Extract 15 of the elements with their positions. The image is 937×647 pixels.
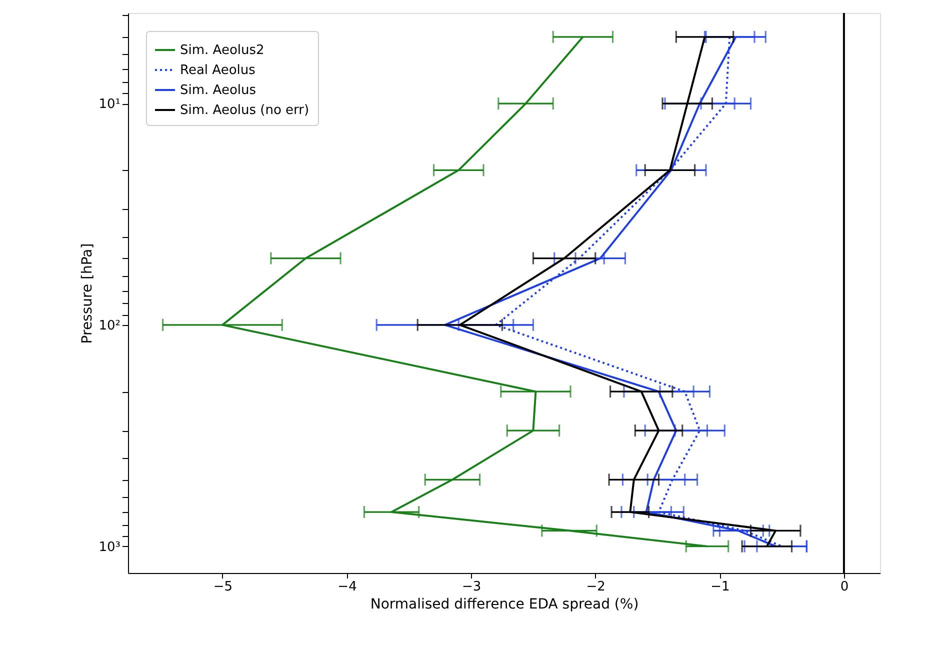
x-tick-label: −4 [338,580,357,594]
x-axis-title: Normalised difference EDA spread (%) [370,596,639,612]
x-tick-label: −3 [462,580,482,594]
legend-label: Sim. Aeolus [180,83,256,98]
legend-label: Real Aeolus [180,63,256,78]
legend-label: Sim. Aeolus2 [180,43,264,58]
y-tick-label: 10³ [98,540,120,555]
legend-label: Sim. Aeolus (no err) [180,103,310,118]
y-tick-label: 10¹ [98,97,120,112]
x-tick-label: −2 [586,580,606,594]
y-axis-title: Pressure [hPa] [80,243,96,344]
x-tick-label: −1 [710,580,730,594]
x-tick-label: −5 [213,580,233,594]
y-tick-label: 10² [98,318,120,334]
x-tick-label: 0 [840,580,849,594]
